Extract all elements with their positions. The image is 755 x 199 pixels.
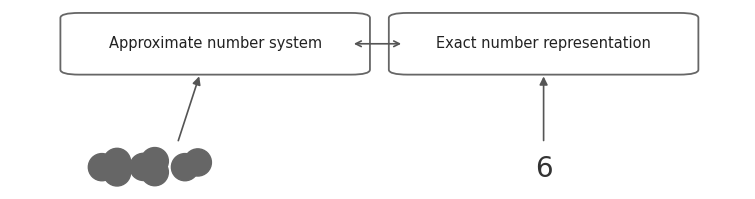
FancyBboxPatch shape — [60, 13, 370, 75]
FancyBboxPatch shape — [389, 13, 698, 75]
Ellipse shape — [141, 159, 168, 186]
Text: Exact number representation: Exact number representation — [436, 36, 651, 51]
Text: 6: 6 — [535, 155, 553, 183]
Ellipse shape — [141, 147, 168, 175]
Ellipse shape — [130, 153, 157, 180]
Ellipse shape — [184, 149, 211, 176]
Ellipse shape — [88, 154, 116, 181]
Ellipse shape — [171, 154, 199, 181]
Text: Approximate number system: Approximate number system — [109, 36, 322, 51]
Ellipse shape — [103, 159, 131, 186]
Ellipse shape — [103, 148, 131, 176]
